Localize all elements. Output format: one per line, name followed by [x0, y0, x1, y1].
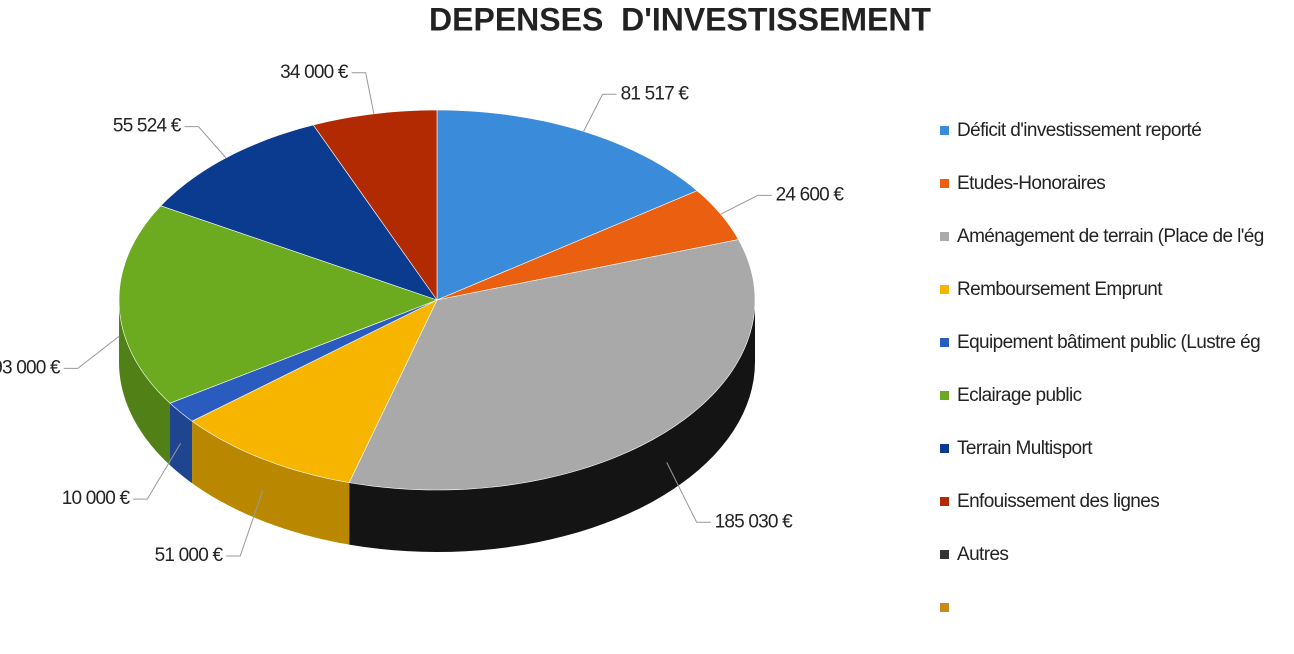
legend-swatch [940, 391, 949, 400]
data-label: 24 600 € [776, 184, 845, 205]
pie-slice [191, 299, 438, 483]
pie-slice [118, 205, 438, 404]
legend-label: Aménagement de terrain (Place de l'ég [957, 226, 1264, 247]
legend-label: Déficit d'investissement reporté [957, 120, 1201, 141]
legend-label: Equipement bâtiment public (Lustre ég [957, 332, 1260, 353]
legend-swatch [940, 603, 949, 612]
leader-line [720, 194, 772, 215]
legend-label: Etudes-Honoraires [957, 173, 1105, 194]
legend-swatch [940, 232, 949, 241]
pie-slice [436, 190, 739, 301]
leader-line [63, 335, 120, 369]
pie-slice [436, 109, 698, 301]
legend-swatch [940, 338, 949, 347]
legend-swatch [940, 497, 949, 506]
data-label: 81 517 € [621, 83, 690, 104]
data-label: 55 524 € [113, 116, 182, 137]
leader-line [133, 443, 182, 500]
pie-slice [348, 239, 756, 491]
data-label: 34 000 € [280, 62, 349, 83]
leader-line [226, 489, 264, 557]
legend-label: Enfouissement des lignes [957, 491, 1159, 512]
pie-side [192, 421, 350, 545]
legend-swatch [940, 444, 949, 453]
legend-label: Remboursement Emprunt [957, 279, 1163, 300]
data-label: 185 030 € [715, 511, 794, 532]
pie-slice [312, 109, 438, 301]
data-label: 51 000 € [155, 545, 224, 566]
chart-title: DEPENSES D'INVESTISSEMENT [429, 1, 931, 37]
pie-slice [160, 124, 438, 301]
pie-side [349, 300, 755, 552]
pie-side [169, 403, 193, 484]
leader-line [583, 93, 617, 132]
legend-swatch [940, 126, 949, 135]
legend-swatch [940, 550, 949, 559]
data-label: 10 000 € [62, 488, 131, 509]
legend-swatch [940, 285, 949, 294]
data-label: 93 000 € [0, 357, 61, 378]
legend-label: Terrain Multisport [957, 438, 1093, 459]
leader-line [666, 462, 711, 523]
legend-label: Autres [957, 544, 1008, 565]
leader-line [184, 126, 227, 159]
legend-swatch [940, 179, 949, 188]
leader-line [351, 72, 375, 114]
pie-slice [169, 299, 438, 422]
legend-label: Eclairage public [957, 385, 1082, 406]
pie-side [119, 300, 170, 466]
